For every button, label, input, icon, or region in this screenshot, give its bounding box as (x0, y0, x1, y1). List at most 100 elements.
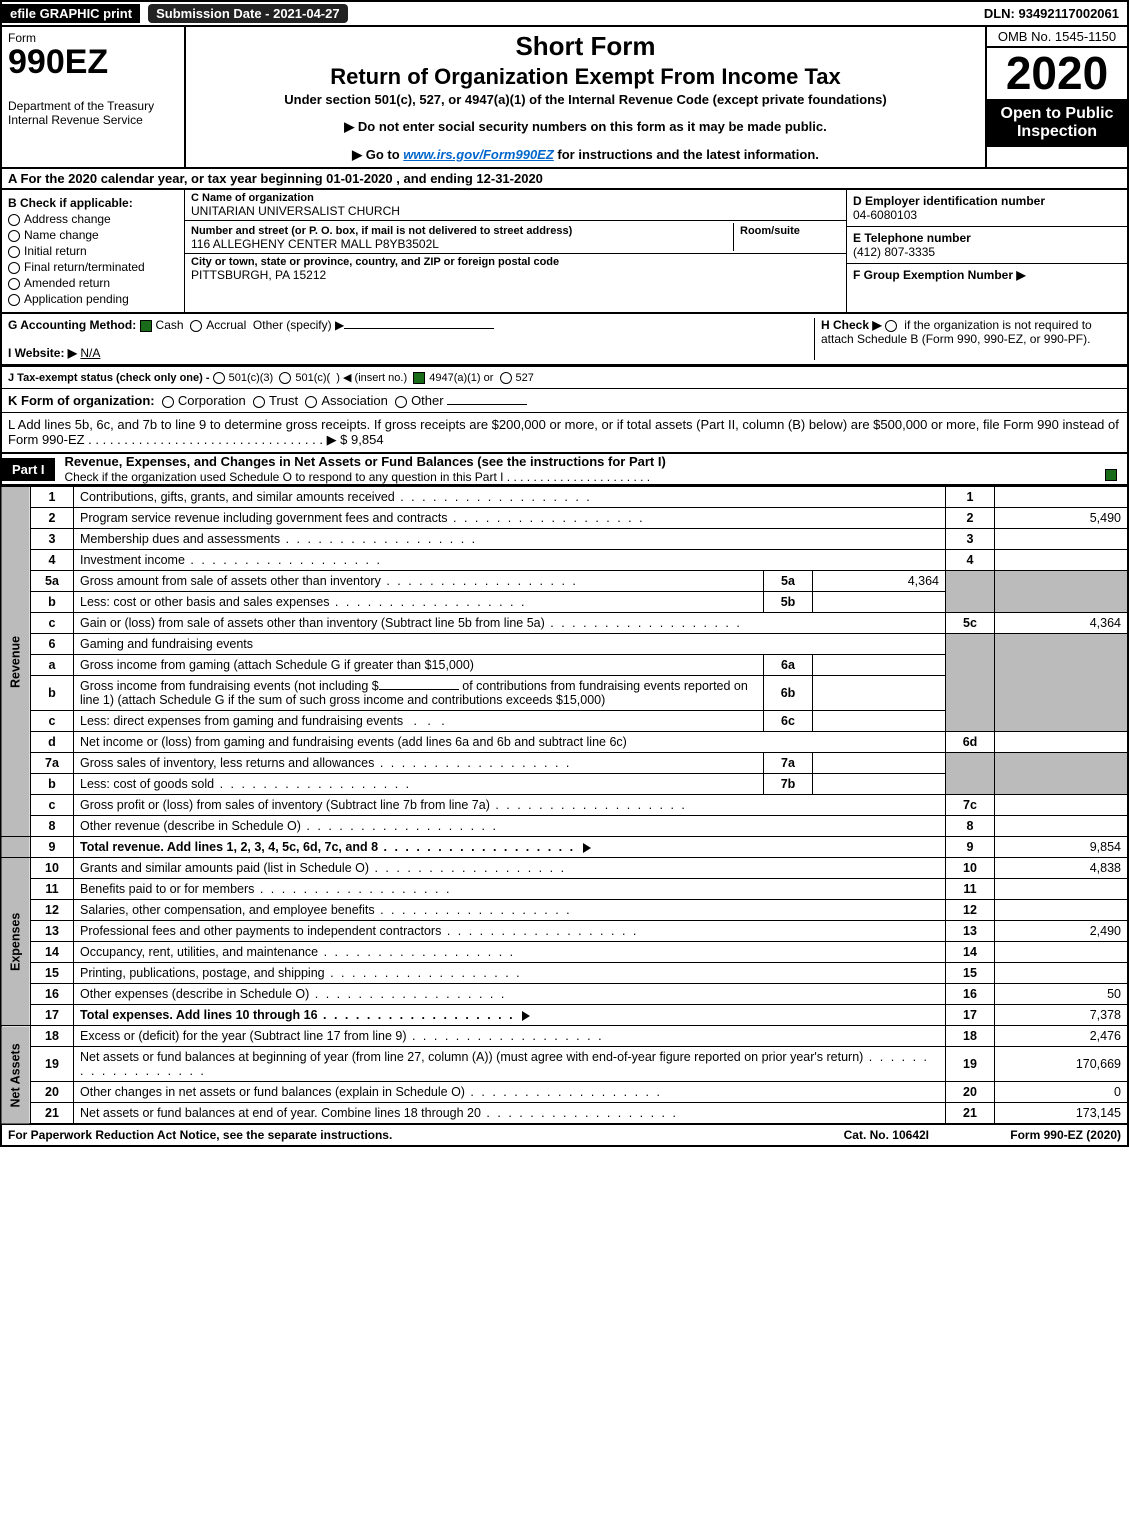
subtitle: Under section 501(c), 527, or 4947(a)(1)… (196, 92, 975, 107)
section-c: C Name of organization UNITARIAN UNIVERS… (185, 190, 846, 312)
line-5b-inner-amt (813, 592, 946, 613)
part-i-header: Part I Revenue, Expenses, and Changes in… (0, 454, 1129, 486)
line-8-desc: Other revenue (describe in Schedule O) (74, 816, 946, 837)
line-14-num: 14 (31, 942, 74, 963)
line-14-box: 14 (946, 942, 995, 963)
line-13-box: 13 (946, 921, 995, 942)
line-9-amt: 9,854 (995, 837, 1129, 858)
line-7b-inner-box: 7b (764, 774, 813, 795)
final-return-radio[interactable] (8, 262, 20, 274)
line-17-box: 17 (946, 1005, 995, 1026)
line-19-box: 19 (946, 1047, 995, 1082)
line-1-box: 1 (946, 487, 995, 508)
line-13-amt: 2,490 (995, 921, 1129, 942)
shaded-7-amt (995, 753, 1129, 795)
527-radio[interactable] (500, 372, 512, 384)
org-name-label: C Name of organization (191, 192, 840, 204)
line-15-amt (995, 963, 1129, 984)
line-6b-input[interactable] (379, 689, 459, 690)
line-5a-inner-box: 5a (764, 571, 813, 592)
address-change-radio[interactable] (8, 214, 20, 226)
line-10-box: 10 (946, 858, 995, 879)
part-i-label: Part I (2, 458, 55, 481)
line-4-num: 4 (31, 550, 74, 571)
line-11-num: 11 (31, 879, 74, 900)
corp-radio[interactable] (162, 396, 174, 408)
revenue-side: Revenue (1, 487, 31, 837)
entity-box: B Check if applicable: Address change Na… (0, 190, 1129, 314)
irs-link[interactable]: www.irs.gov/Form990EZ (403, 147, 554, 162)
line-5c-desc: Gain or (loss) from sale of assets other… (74, 613, 946, 634)
website-value: N/A (80, 346, 100, 360)
phone-value: (412) 807-3335 (853, 245, 1121, 259)
initial-return-radio[interactable] (8, 246, 20, 258)
line-7c-desc: Gross profit or (loss) from sales of inv… (74, 795, 946, 816)
dept-label: Department of the Treasury Internal Reve… (8, 99, 178, 127)
section-g-label: G Accounting Method: (8, 318, 136, 332)
section-k: K Form of organization: Corporation Trus… (0, 389, 1129, 413)
section-i-label: I Website: ▶ (8, 346, 77, 360)
shaded-7 (946, 753, 995, 795)
shaded-5 (946, 571, 995, 613)
arrow-icon (583, 843, 591, 853)
efile-label[interactable]: efile GRAPHIC print (2, 4, 140, 23)
line-12-amt (995, 900, 1129, 921)
section-l-text: L Add lines 5b, 6c, and 7b to line 9 to … (8, 417, 1119, 447)
line-6-num: 6 (31, 634, 74, 655)
line-13-desc: Professional fees and other payments to … (74, 921, 946, 942)
501c3-radio[interactable] (213, 372, 225, 384)
line-10-desc: Grants and similar amounts paid (list in… (74, 858, 946, 879)
schedule-b-radio[interactable] (885, 320, 897, 332)
short-form-title: Short Form (196, 31, 975, 62)
line-11-box: 11 (946, 879, 995, 900)
4947-checkbox[interactable] (413, 372, 425, 384)
amended-return-radio[interactable] (8, 278, 20, 290)
line-6b-inner-amt (813, 676, 946, 711)
other-org-radio[interactable] (395, 396, 407, 408)
accrual-label: Accrual (206, 318, 246, 332)
line-6b-num: b (31, 676, 74, 711)
application-pending: Application pending (24, 292, 129, 306)
trust-radio[interactable] (253, 396, 265, 408)
line-20-desc: Other changes in net assets or fund bala… (74, 1082, 946, 1103)
footer: For Paperwork Reduction Act Notice, see … (0, 1125, 1129, 1147)
line-3-num: 3 (31, 529, 74, 550)
line-17-num: 17 (31, 1005, 74, 1026)
open-to-public: Open to Public Inspection (987, 99, 1127, 147)
line-9-box: 9 (946, 837, 995, 858)
line-19-desc: Net assets or fund balances at beginning… (74, 1047, 946, 1082)
line-6d-box: 6d (946, 732, 995, 753)
line-5c-num: c (31, 613, 74, 634)
line-8-amt (995, 816, 1129, 837)
line-6a-inner-box: 6a (764, 655, 813, 676)
line-6c-inner-amt (813, 711, 946, 732)
line-18-box: 18 (946, 1026, 995, 1047)
assoc-radio[interactable] (305, 396, 317, 408)
phone-label: E Telephone number (853, 231, 1121, 245)
other-specify-input[interactable] (344, 328, 494, 329)
footer-left: For Paperwork Reduction Act Notice, see … (2, 1125, 838, 1145)
line-7b-inner-amt (813, 774, 946, 795)
line-18-amt: 2,476 (995, 1026, 1129, 1047)
final-return: Final return/terminated (24, 260, 145, 274)
cash-checkbox[interactable] (140, 320, 152, 332)
line-7b-num: b (31, 774, 74, 795)
tax-year: 2020 (987, 48, 1127, 99)
501c-radio[interactable] (279, 372, 291, 384)
line-7c-num: c (31, 795, 74, 816)
line-16-box: 16 (946, 984, 995, 1005)
main-title: Return of Organization Exempt From Incom… (196, 64, 975, 90)
arrow-icon-17 (522, 1011, 530, 1021)
application-pending-radio[interactable] (8, 294, 20, 306)
line-6b-inner-box: 6b (764, 676, 813, 711)
other-org-input[interactable] (447, 404, 527, 405)
section-j-label: J Tax-exempt status (check only one) - (8, 372, 210, 384)
name-change-radio[interactable] (8, 230, 20, 242)
schedule-o-checkbox[interactable] (1105, 469, 1117, 481)
line-16-desc: Other expenses (describe in Schedule O) (74, 984, 946, 1005)
name-change: Name change (24, 228, 99, 242)
accrual-radio[interactable] (190, 320, 202, 332)
line-5b-num: b (31, 592, 74, 613)
submission-date: Submission Date - 2021-04-27 (148, 4, 348, 23)
city: PITTSBURGH, PA 15212 (191, 268, 840, 282)
